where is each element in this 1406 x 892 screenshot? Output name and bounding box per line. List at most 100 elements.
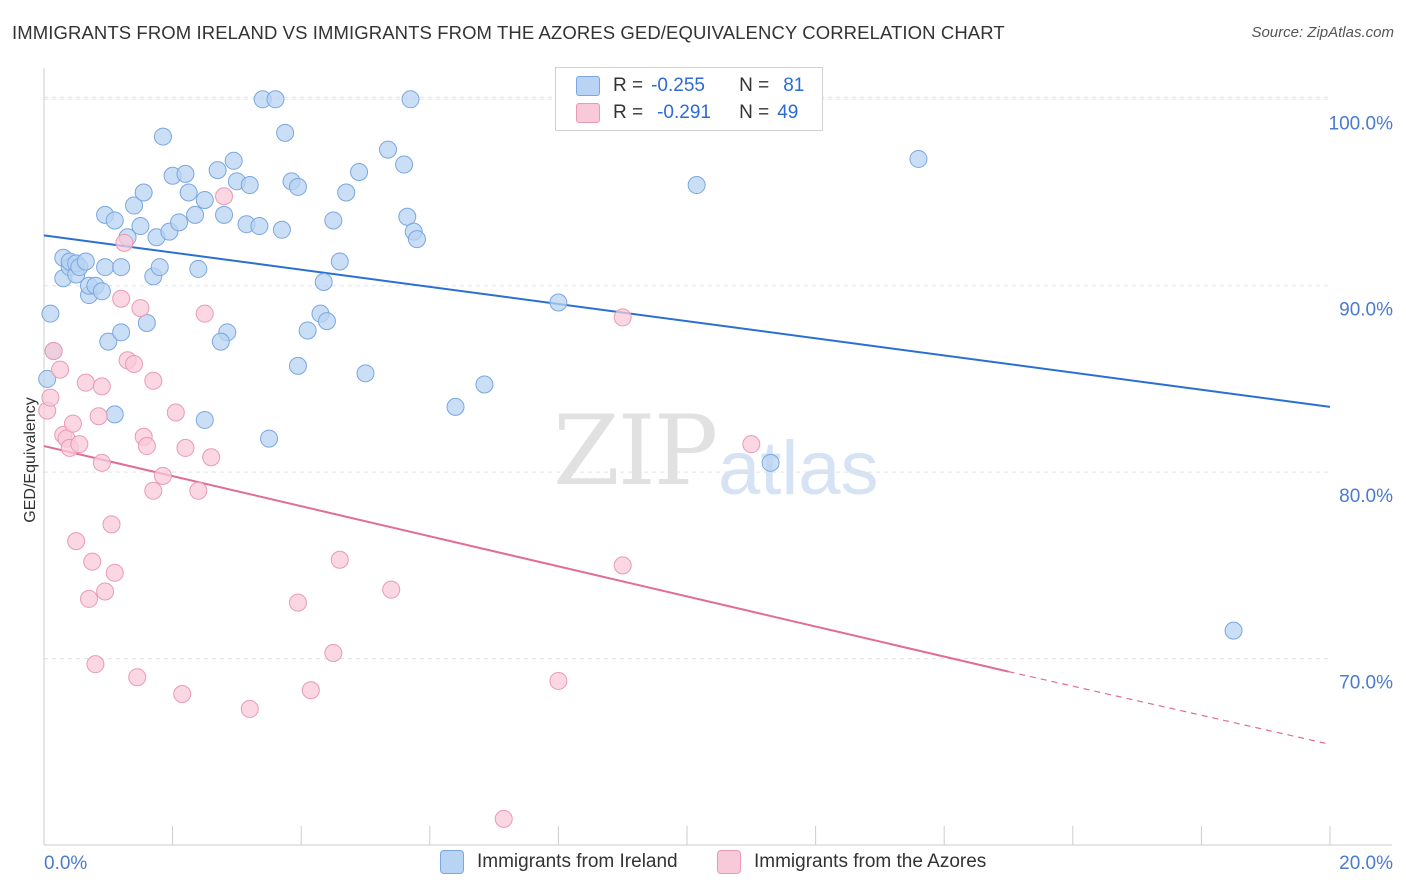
watermark-zip: ZIP bbox=[553, 395, 718, 507]
azores-point bbox=[92, 453, 111, 472]
ireland-point bbox=[379, 140, 398, 159]
azores-legend-swatch bbox=[717, 850, 741, 874]
azores-point bbox=[67, 532, 86, 551]
azores-point bbox=[324, 643, 343, 662]
azores-point bbox=[125, 355, 144, 374]
azores-point bbox=[176, 438, 195, 457]
azores-point bbox=[173, 684, 192, 703]
azores-point bbox=[144, 371, 163, 390]
ireland-point bbox=[208, 161, 227, 180]
azores-legend-label: Immigrants from the Azores bbox=[754, 851, 987, 872]
ireland-point bbox=[356, 364, 375, 383]
azores-point bbox=[144, 481, 163, 500]
azores-r-label: R = bbox=[613, 102, 644, 123]
azores-point bbox=[44, 341, 63, 360]
ireland-point bbox=[153, 127, 172, 146]
ireland-point bbox=[150, 258, 169, 277]
x-tick-label: 0.0% bbox=[44, 853, 87, 874]
azores-swatch bbox=[576, 103, 600, 123]
ireland-point bbox=[266, 90, 285, 109]
ireland-r-value: -0.255 bbox=[651, 75, 705, 96]
ireland-n-label: N = bbox=[739, 75, 770, 96]
ireland-legend-label: Immigrants from Ireland bbox=[477, 851, 678, 872]
azores-point bbox=[89, 407, 108, 426]
ireland-point bbox=[211, 332, 230, 351]
ireland-point bbox=[314, 272, 333, 291]
azores-point bbox=[613, 556, 632, 575]
ireland-legend-swatch bbox=[440, 850, 464, 874]
azores-point bbox=[382, 580, 401, 599]
ireland-point bbox=[96, 258, 115, 277]
azores-point bbox=[215, 187, 234, 206]
ireland-point bbox=[224, 151, 243, 170]
y-tick-label: 80.0% bbox=[1339, 486, 1393, 507]
azores-point bbox=[96, 582, 115, 601]
azores-point bbox=[76, 373, 95, 392]
ireland-point bbox=[240, 176, 259, 195]
trend-layer bbox=[43, 234, 1331, 745]
azores-point bbox=[137, 437, 156, 456]
ireland-point bbox=[112, 258, 131, 277]
ireland-point bbox=[288, 356, 307, 375]
ireland-point bbox=[176, 164, 195, 183]
ireland-point bbox=[298, 321, 317, 340]
ireland-point bbox=[909, 149, 928, 168]
azores-n-value: 49 bbox=[777, 102, 799, 123]
ireland-point bbox=[330, 252, 349, 271]
ireland-point bbox=[131, 217, 150, 236]
azores-point bbox=[330, 550, 349, 569]
azores-point bbox=[41, 388, 60, 407]
ireland-point bbox=[186, 205, 205, 224]
legend-row-ireland: R = -0.255 N = 81 bbox=[576, 73, 804, 99]
azores-point bbox=[549, 671, 568, 690]
ireland-point bbox=[250, 217, 269, 236]
ireland-point bbox=[92, 282, 111, 301]
legend-item-ireland: Immigrants from Ireland bbox=[440, 850, 678, 874]
legend-item-azores: Immigrants from the Azores bbox=[717, 850, 986, 874]
azores-point bbox=[80, 589, 99, 608]
azores-point bbox=[63, 414, 82, 433]
azores-point bbox=[742, 435, 761, 454]
azores-point bbox=[112, 289, 131, 308]
point-layer bbox=[38, 90, 1243, 828]
ireland-point bbox=[549, 293, 568, 312]
azores-point bbox=[131, 299, 150, 318]
ireland-point bbox=[189, 259, 208, 278]
chart-title: IMMIGRANTS FROM IRELAND VS IMMIGRANTS FR… bbox=[12, 22, 1005, 43]
azores-point bbox=[195, 304, 214, 323]
azores-point bbox=[240, 699, 259, 718]
y-tick-label: 90.0% bbox=[1339, 300, 1393, 321]
azores-point bbox=[51, 360, 70, 379]
y-tick-label: 70.0% bbox=[1339, 673, 1393, 694]
ireland-point bbox=[105, 405, 124, 424]
azores-point bbox=[102, 515, 121, 534]
azores-point bbox=[166, 403, 185, 422]
ireland-trendline bbox=[43, 234, 1331, 408]
azores-point bbox=[202, 448, 221, 467]
ireland-point bbox=[288, 177, 307, 196]
azores-point bbox=[92, 377, 111, 396]
ireland-swatch bbox=[576, 76, 600, 96]
ireland-point bbox=[125, 196, 144, 215]
azores-trendline-extension bbox=[1008, 671, 1331, 745]
azores-point bbox=[105, 563, 124, 582]
azores-point bbox=[83, 552, 102, 571]
ireland-point bbox=[276, 123, 295, 142]
ireland-point bbox=[260, 429, 279, 448]
ireland-point bbox=[398, 207, 417, 226]
ireland-point bbox=[215, 205, 234, 224]
ireland-point bbox=[272, 220, 291, 239]
y-axis-label: GED/Equivalency bbox=[22, 397, 39, 522]
ireland-point bbox=[446, 397, 465, 416]
y-tick-label: 100.0% bbox=[1329, 113, 1394, 134]
ireland-point bbox=[475, 375, 494, 394]
ireland-point bbox=[38, 369, 57, 388]
ireland-point bbox=[395, 155, 414, 174]
ireland-point bbox=[195, 190, 214, 209]
ireland-point bbox=[179, 183, 198, 202]
stats-legend: R = -0.255 N = 81 R = -0.291 N = 49 bbox=[555, 67, 823, 131]
azores-n-label: N = bbox=[739, 102, 770, 123]
azores-point bbox=[613, 308, 632, 327]
ireland-point bbox=[761, 453, 780, 472]
